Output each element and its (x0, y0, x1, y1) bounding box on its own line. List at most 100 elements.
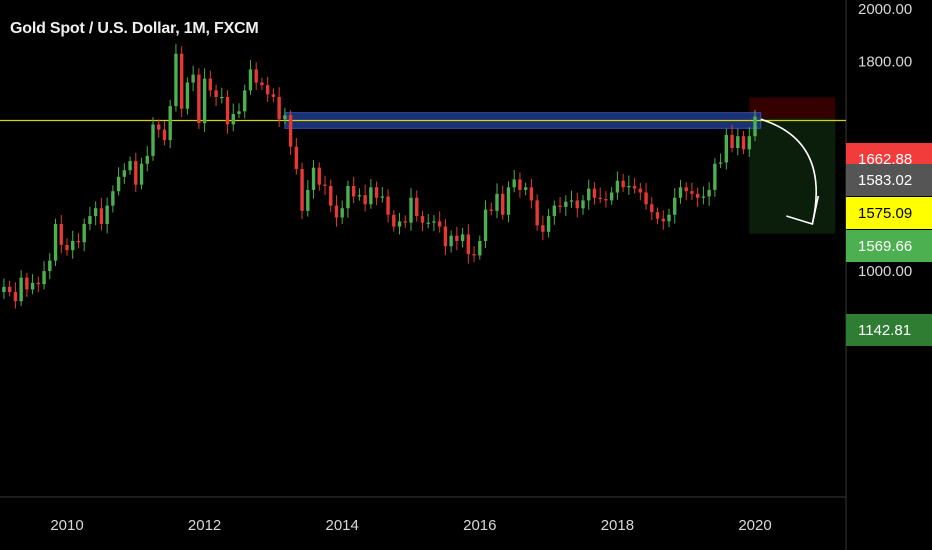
candle-body (707, 189, 711, 197)
candle-body (655, 212, 660, 219)
candle-body (523, 187, 528, 190)
candle-body (231, 113, 235, 125)
candle-body (76, 240, 81, 243)
candle-body (329, 185, 333, 206)
candle-body (30, 282, 35, 290)
price-label-value: 1583.02 (858, 172, 912, 189)
candle-body (283, 115, 287, 120)
candle-body (202, 78, 207, 124)
candle-body (736, 136, 740, 149)
candle-body (71, 240, 75, 251)
candle-body (466, 234, 471, 255)
candle-body (243, 90, 247, 112)
candle-body (93, 208, 98, 217)
candle-body (455, 235, 459, 241)
candle-body (587, 188, 591, 201)
candle-body (197, 74, 201, 124)
candle-body (512, 179, 516, 188)
candle-body (483, 209, 488, 241)
candle-body (99, 208, 104, 224)
candle-body (644, 192, 648, 205)
x-tick-label: 2020 (738, 517, 771, 534)
candle-body (575, 200, 579, 209)
candle-body (277, 96, 281, 120)
x-tick-label: 2012 (188, 517, 221, 534)
candle-body (380, 196, 385, 198)
candle-body (609, 192, 614, 201)
candle-body (134, 161, 138, 185)
candle-body (627, 185, 631, 188)
candle-body (718, 162, 723, 164)
y-tick-label: 1800.00 (858, 54, 912, 71)
candle-body (19, 277, 23, 302)
candle-body (369, 187, 373, 205)
price-label-box (846, 314, 932, 346)
candle-body (340, 208, 344, 218)
candle-body (59, 223, 63, 245)
candle-body (753, 116, 757, 137)
candle-body (632, 185, 637, 189)
candle-body (88, 216, 92, 224)
candle-body (724, 134, 729, 163)
candle-body (36, 282, 41, 285)
stop-loss-zone (749, 97, 836, 119)
candle-body (392, 214, 396, 227)
candle-body (741, 136, 746, 150)
candle-body (225, 96, 230, 125)
candle-body (713, 163, 717, 190)
candle-body (650, 204, 654, 213)
candle-body (139, 163, 144, 185)
candle-body (415, 197, 419, 217)
candle-body (592, 188, 597, 198)
candle-body (122, 170, 127, 177)
candle-body (615, 180, 620, 193)
candle-body (191, 74, 195, 83)
candle-body (581, 200, 585, 209)
candle-body (730, 134, 734, 149)
candle-body (478, 240, 482, 256)
candle-body (460, 234, 465, 241)
candle-body (128, 161, 132, 171)
candle-body (621, 180, 625, 188)
x-tick-label: 2014 (326, 517, 359, 534)
price-label-box (846, 230, 932, 262)
candle-body (220, 96, 224, 99)
candle-body (420, 216, 425, 223)
x-tick-label: 2018 (601, 517, 634, 534)
candle-body (271, 94, 276, 97)
candle-body (151, 124, 155, 156)
candle-body (145, 155, 149, 164)
candle-body (260, 82, 264, 86)
target-zone (749, 118, 836, 234)
forecast-arrow (760, 118, 817, 225)
candle-body (7, 286, 12, 293)
candle-body (518, 179, 522, 190)
candle-body (116, 176, 121, 192)
candle-body (489, 209, 493, 211)
candle-body (506, 187, 511, 215)
candle-body (288, 115, 293, 147)
candle-body (472, 254, 476, 256)
candle-body (237, 111, 241, 114)
candle-body (564, 201, 568, 207)
candle-body (174, 53, 178, 107)
price-label-box (846, 197, 932, 229)
candle-body (2, 286, 6, 293)
candle-body (386, 196, 390, 215)
candle-body (248, 69, 253, 91)
y-tick-label: 1000.00 (858, 263, 912, 280)
candle-body (569, 200, 574, 202)
candle-body (426, 222, 430, 224)
candle-body (546, 216, 551, 232)
candle-body (334, 205, 339, 218)
candle-body (13, 292, 18, 302)
candle-body (403, 221, 407, 223)
candle-body (747, 136, 751, 150)
candle-body (294, 146, 299, 169)
candle-body (690, 191, 694, 194)
candle-body (661, 218, 665, 222)
candle-body (604, 199, 608, 201)
candle-body (558, 205, 562, 207)
candle-body (82, 223, 86, 243)
